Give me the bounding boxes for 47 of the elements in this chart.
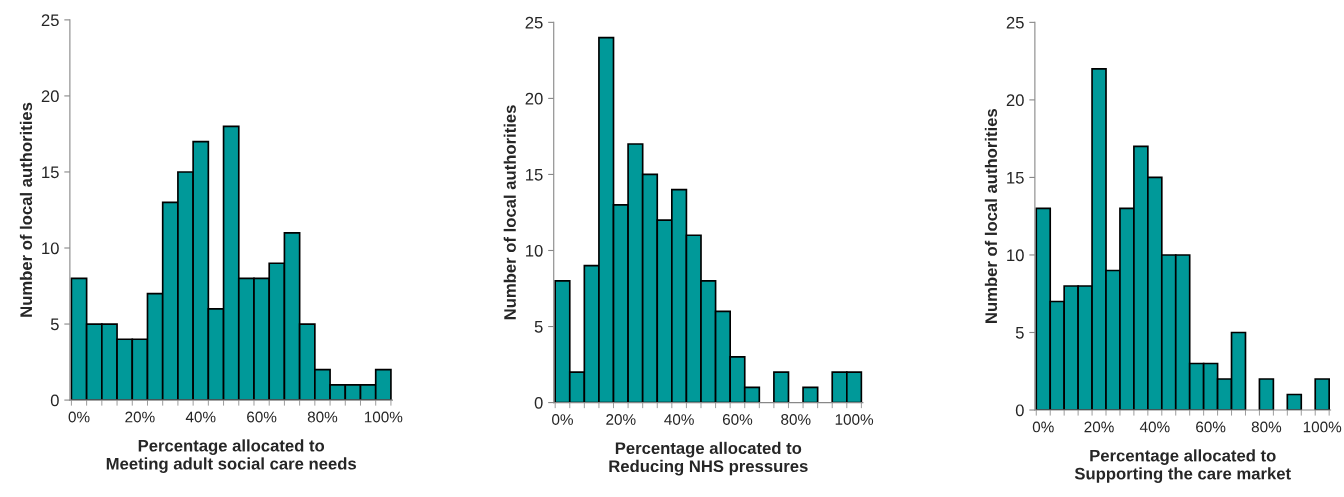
y-tick-label: 20 bbox=[41, 90, 59, 103]
y-tick-label: 0 bbox=[1015, 404, 1024, 417]
y-tick-label: 25 bbox=[41, 14, 59, 27]
x-tick-label: 20% bbox=[606, 414, 636, 425]
x-tick-label: 100% bbox=[364, 411, 403, 423]
x-tick-label: 20% bbox=[125, 411, 155, 423]
x-tick-label: 0% bbox=[1032, 421, 1054, 433]
y-tick-label: 5 bbox=[50, 318, 59, 331]
y-tick-label: 15 bbox=[526, 169, 543, 181]
x-axis-title: Percentage allocated to Reducing NHS pressures bbox=[609, 441, 808, 476]
y-axis-title: Number of local authorities bbox=[19, 102, 33, 317]
x-tick-label: 60% bbox=[722, 414, 753, 425]
y-tick-label: 15 bbox=[1007, 172, 1024, 184]
x-tick-label: 40% bbox=[664, 414, 694, 425]
y-tick-label: 20 bbox=[1006, 94, 1024, 107]
y-tick-label: 10 bbox=[526, 244, 543, 257]
y-tick-label: 10 bbox=[1007, 249, 1024, 262]
x-tick-label: 100% bbox=[835, 414, 874, 425]
y-tick-label: 5 bbox=[1015, 327, 1024, 339]
bar bbox=[1286, 393, 1303, 411]
x-tick-label: 100% bbox=[1303, 421, 1342, 433]
x-tick-label: 60% bbox=[1196, 421, 1226, 433]
bar bbox=[773, 371, 790, 403]
x-tick-label: 80% bbox=[1251, 421, 1282, 433]
y-tick-label: 25 bbox=[525, 16, 543, 29]
x-tick-label: 80% bbox=[781, 414, 811, 425]
y-tick-label: 25 bbox=[1006, 16, 1024, 29]
bar bbox=[1258, 378, 1275, 411]
x-tick-label: 0% bbox=[552, 414, 573, 425]
y-tick-label: 0 bbox=[534, 396, 543, 409]
bar bbox=[1314, 378, 1331, 411]
y-tick-label: 15 bbox=[42, 166, 59, 179]
y-tick-label: 0 bbox=[50, 394, 59, 407]
x-tick-label: 60% bbox=[247, 411, 277, 423]
y-tick-label: 20 bbox=[525, 92, 543, 105]
y-axis-title: Number of local authorities bbox=[984, 108, 998, 323]
x-axis-title: Percentage allocated to Meeting adult social care needs bbox=[106, 439, 356, 473]
y-tick-label: 5 bbox=[534, 321, 543, 333]
x-tick-label: 0% bbox=[68, 411, 90, 423]
x-tick-label: 40% bbox=[1139, 421, 1170, 433]
y-tick-label: 10 bbox=[42, 242, 59, 255]
y-axis-title: Number of local authorities bbox=[503, 105, 516, 320]
x-tick-label: 20% bbox=[1084, 421, 1114, 433]
x-tick-label: 80% bbox=[307, 411, 338, 423]
x-tick-label: 40% bbox=[185, 411, 216, 423]
bar bbox=[802, 386, 819, 403]
x-axis-title: Percentage allocated to Supporting the care market bbox=[1074, 449, 1291, 483]
